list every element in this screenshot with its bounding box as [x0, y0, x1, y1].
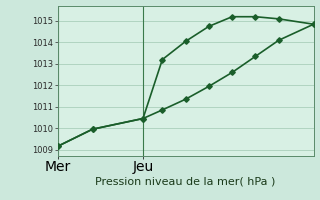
X-axis label: Pression niveau de la mer( hPa ): Pression niveau de la mer( hPa ): [95, 177, 276, 187]
